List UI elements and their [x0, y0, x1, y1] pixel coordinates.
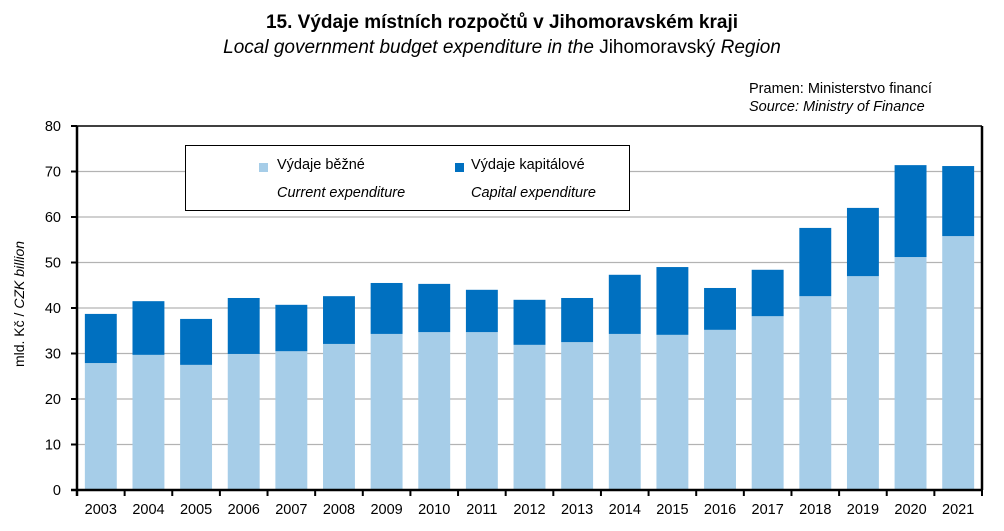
chart-title: 15. Výdaje místních rozpočtů v Jihomorav… [265, 12, 738, 33]
x-tick-label: 2018 [799, 502, 831, 518]
x-tick-label: 2009 [370, 502, 402, 518]
bar-current [84, 363, 117, 490]
y-axis-label-cz: mld. Kč / [11, 312, 27, 368]
bar-capital [513, 299, 546, 345]
bar-capital [561, 297, 594, 343]
x-tick-label: 2008 [323, 502, 355, 518]
x-tick-label: 2021 [942, 502, 974, 518]
y-tick-label: 60 [45, 210, 61, 226]
x-tick-label: 2014 [609, 502, 641, 518]
bar-capital [465, 289, 498, 333]
bar-current [132, 354, 165, 490]
legend-swatch-current [259, 163, 268, 172]
x-tick-label: 2017 [752, 502, 784, 518]
x-tick-label: 2004 [132, 502, 164, 518]
bars [84, 165, 975, 490]
x-tick-label: 2006 [228, 502, 260, 518]
bar-capital [132, 301, 165, 355]
bar-current [656, 334, 689, 490]
bar-current [323, 343, 355, 490]
bar-capital [370, 282, 403, 334]
y-tick-label: 30 [45, 347, 61, 363]
x-tick-label: 2011 [466, 502, 497, 518]
source-cz: Pramen: Ministerstvo financí [749, 81, 932, 97]
bar-capital [799, 227, 832, 297]
bar-capital [942, 166, 975, 237]
y-axis-label-en: CZK billion [11, 240, 27, 309]
x-tick-label: 2013 [561, 502, 593, 518]
x-tick-label: 2005 [180, 502, 212, 518]
subtitle-part1: Local government budget expenditure in t… [223, 37, 594, 58]
bar-current [799, 296, 832, 490]
bar-capital [418, 283, 451, 333]
subtitle-region: Jihomoravský [599, 37, 716, 58]
x-tick-label: 2007 [275, 502, 307, 518]
y-tick-label: 0 [53, 483, 61, 499]
y-tick-label: 20 [45, 392, 61, 408]
bar-current [608, 333, 641, 490]
bar-capital [180, 318, 213, 365]
axes [71, 125, 984, 496]
bar-current [227, 353, 260, 490]
legend-swatch-capital [455, 163, 464, 172]
bar-current [465, 332, 498, 490]
source-note: Pramen: Ministerstvo financí Source: Min… [749, 80, 932, 116]
bar-capital [894, 165, 927, 258]
x-tick-labels: 2003 2004 2005 2006 2007 2008 2009 2010 2011 2012… [85, 502, 975, 518]
bar-current [894, 257, 927, 490]
x-tick-label: 2003 [85, 502, 117, 518]
bar-current [751, 316, 784, 490]
bar-capital [656, 267, 689, 335]
legend-label-current: Výdaje běžné [277, 157, 365, 173]
y-tick-label: 80 [45, 119, 61, 135]
x-tick-label: 2010 [418, 502, 450, 518]
bar-capital [704, 287, 736, 330]
bar-capital [608, 274, 641, 334]
y-tick-label: 40 [45, 301, 61, 317]
subtitle-part2: Region [720, 37, 781, 58]
bar-current [942, 236, 975, 490]
bar-current [513, 344, 546, 490]
source-en: Source: Ministry of Finance [749, 99, 925, 115]
bar-capital [84, 313, 117, 364]
x-tick-label: 2012 [513, 502, 545, 518]
bar-current [846, 276, 879, 490]
bar-capital [323, 296, 355, 344]
bar-capital [751, 269, 784, 317]
bar-current [180, 364, 213, 490]
bar-current [704, 329, 736, 490]
chart-subtitle: Local government budget expenditure in t… [0, 37, 1004, 59]
bar-current [370, 333, 403, 490]
bar-capital [227, 297, 260, 354]
legend-label-capital: Výdaje kapitálové [471, 157, 585, 173]
bar-current [418, 332, 451, 490]
legend-label-current-en: Current expenditure [277, 185, 406, 201]
legend-label-capital-en: Capital expenditure [471, 185, 596, 201]
x-tick-label: 2019 [847, 502, 879, 518]
bar-current [561, 342, 594, 490]
y-axis-label: mld. Kč / CZK billion [11, 229, 27, 379]
x-tick-label: 2015 [656, 502, 688, 518]
y-tick-labels: 0 10 20 30 40 50 60 70 80 [45, 119, 61, 499]
y-tick-label: 50 [45, 256, 61, 272]
y-tick-label: 10 [45, 438, 61, 454]
bar-capital [275, 304, 308, 352]
bar-current [275, 351, 308, 490]
bar-capital [846, 207, 879, 277]
x-tick-label: 2016 [704, 502, 736, 518]
legend: Výdaje běžné Current expenditure Výdaje … [185, 145, 630, 211]
x-tick-label: 2020 [894, 502, 926, 518]
y-tick-label: 70 [45, 165, 61, 181]
